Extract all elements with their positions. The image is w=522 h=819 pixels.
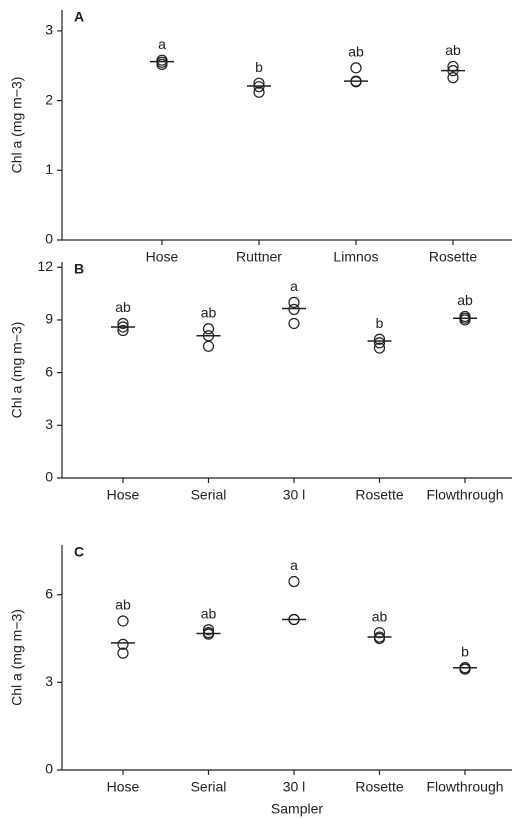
data-point [373,627,386,639]
y-tick-label: 3 [45,22,53,38]
significance-letter: ab [115,299,131,315]
data-point [202,323,215,335]
data-point [373,333,386,345]
significance-letter: b [376,315,384,331]
data-point [156,54,168,66]
data-point [202,340,215,352]
panel-label: A [74,9,84,25]
data-point [117,647,129,659]
y-tick-label: 3 [45,416,53,432]
y-axis-label: Chl a (mg m−3) [9,322,25,419]
y-tick-label: 6 [45,363,53,379]
data-point [350,62,362,74]
significance-letter: ab [201,605,217,621]
x-tick-label: Flowthrough [426,779,503,795]
significance-letter: ab [115,597,131,613]
y-tick-label: 0 [45,761,53,777]
significance-letter: a [290,278,298,294]
data-point [117,638,129,650]
data-point [117,324,129,337]
data-point [202,624,215,636]
x-tick-label: Limnos [333,249,378,265]
significance-letter: ab [201,304,217,320]
data-point [117,615,129,627]
significance-letter: a [158,36,166,52]
data-point [253,86,265,98]
panel-label: C [74,544,84,560]
x-tick-label: Rosette [355,487,403,503]
data-point [117,317,129,330]
x-tick-label: Ruttner [236,249,282,265]
y-tick-label: 0 [45,231,53,247]
significance-letter: b [461,643,469,659]
y-tick-label: 3 [45,673,53,689]
data-point [373,337,386,349]
data-point [459,310,471,323]
data-point [447,72,459,84]
x-axis-label: Sampler [271,801,323,817]
x-tick-label: 30 l [283,487,306,503]
y-tick-label: 9 [45,311,53,327]
x-tick-label: Flowthrough [426,487,503,503]
data-point [447,60,459,73]
significance-letter: a [290,557,298,573]
x-tick-label: Hose [107,779,140,795]
data-point [288,296,300,308]
significance-letter: ab [445,42,461,58]
data-point [288,317,300,330]
x-tick-label: Rosette [429,249,477,265]
y-tick-label: 0 [45,469,53,485]
y-tick-label: 1 [45,161,53,177]
y-tick-label: 12 [37,258,53,274]
significance-letter: ab [457,292,473,308]
x-tick-label: Hose [146,249,179,265]
y-axis-label: Chl a (mg m−3) [9,77,25,174]
significance-letter: ab [372,608,388,624]
x-tick-label: Serial [191,779,227,795]
y-axis-label: Chl a (mg m−3) [9,609,25,706]
data-point [288,303,300,316]
y-tick-label: 2 [45,91,53,107]
data-point [288,575,300,588]
panel-label: B [74,261,84,277]
data-point [373,342,386,354]
x-tick-label: Hose [107,487,140,503]
data-point [202,627,215,639]
x-tick-label: 30 l [283,779,306,795]
x-tick-label: Rosette [355,779,403,795]
y-tick-label: 6 [45,585,53,601]
x-tick-label: Serial [191,487,227,503]
significance-letter: b [255,59,263,75]
significance-letter: ab [348,44,364,60]
data-point [253,77,265,89]
